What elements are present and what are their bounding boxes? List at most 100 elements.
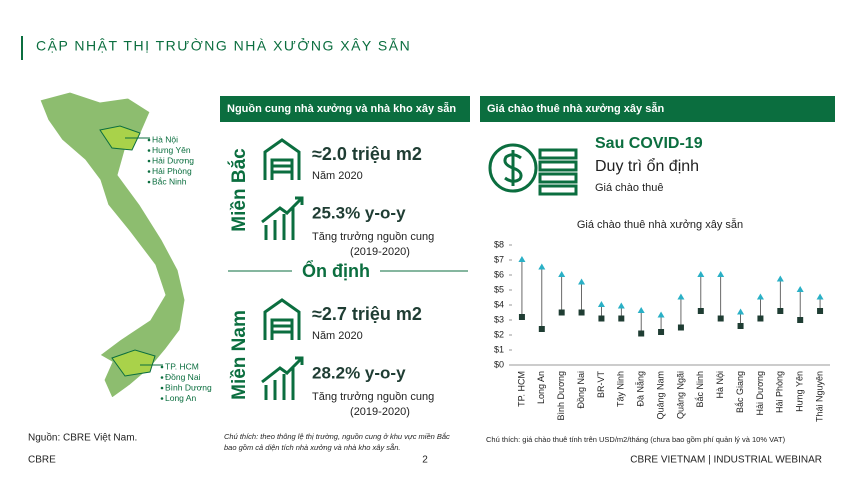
headline: Sau COVID-19	[595, 135, 703, 152]
note: bao gồm cả diện tích nhà xưởng và nhà kh…	[224, 443, 400, 452]
bullet	[160, 386, 164, 390]
warehouse-icon	[263, 298, 301, 340]
map-label: Hải Dương	[152, 155, 194, 165]
high-marker	[756, 293, 764, 300]
low-marker	[697, 308, 704, 314]
panel-title: Nguồn cung nhà xưởng và nhà kho xây sẵn	[227, 102, 456, 115]
map-label: TP. HCM	[165, 361, 199, 371]
high-marker	[737, 308, 745, 315]
label: Giá chào thuê	[595, 182, 664, 194]
high-marker	[538, 263, 546, 270]
year: Năm 2020	[312, 170, 363, 182]
map-label: Hải Phòng	[152, 166, 192, 176]
region-label: Miền Bắc	[228, 148, 250, 232]
period: (2019-2020)	[350, 406, 410, 418]
area: ≈2.0 triệu m2	[312, 144, 422, 164]
map-label: Bắc Ninh	[152, 176, 187, 186]
x-tick-label: Hải Phòng	[775, 371, 785, 413]
y-tick-label: $2	[494, 329, 504, 339]
note: Chú thích: theo thông lệ thị trường, ngu…	[224, 432, 450, 441]
high-marker	[776, 275, 784, 282]
x-tick-label: Bắc Ninh	[695, 371, 705, 408]
bullet	[160, 376, 164, 379]
x-tick-label: Hà Nội	[715, 371, 725, 399]
y-tick-label: $1	[494, 344, 504, 354]
footer-left: CBRE	[28, 455, 56, 466]
y-tick-label: $7	[494, 254, 504, 264]
growth: 25.3% y-o-y	[312, 203, 406, 222]
low-marker	[658, 329, 665, 335]
high-marker	[717, 271, 725, 277]
x-tick-label: Tây Ninh	[616, 371, 626, 407]
x-tick-label: Quảng Ngãi	[675, 371, 685, 419]
high-marker	[597, 301, 605, 307]
low-marker	[817, 308, 824, 314]
south-highlight	[111, 349, 156, 377]
footer-right: CBRE VIETNAM | INDUSTRIAL WEBINAR	[630, 455, 822, 466]
high-marker	[518, 256, 526, 262]
high-marker	[657, 311, 665, 318]
low-marker	[757, 315, 764, 322]
period: (2019-2020)	[350, 246, 410, 258]
year: Năm 2020	[312, 330, 363, 342]
x-tick-label: Bình Dương	[556, 371, 566, 420]
y-tick-label: $8	[494, 239, 504, 249]
map-label: Long An	[165, 393, 196, 403]
high-marker	[558, 271, 566, 277]
high-marker	[796, 286, 804, 292]
page-title: CẬP NHẬT THỊ TRƯỜNG NHÀ XƯỞNG XÂY SẴN	[36, 37, 411, 54]
x-tick-label: Hải Dương	[755, 371, 765, 415]
low-marker	[618, 315, 625, 322]
chart: $0 $1 $2 $3 $4 $5 $6 $7 $8 TP. HCM Long An Bình Dươ…	[494, 239, 830, 422]
warehouse-icon	[263, 138, 301, 180]
map-label: Hà Nội	[152, 134, 178, 144]
panel-title: Giá chào thuê nhà xưởng xây sẵn	[487, 102, 664, 115]
region-label: Miền Nam	[229, 310, 250, 400]
x-tick-label: Quảng Nam	[655, 371, 665, 420]
low-marker	[578, 309, 585, 316]
note: Chú thích: giá chào thuê tính trên USD/m…	[486, 435, 786, 444]
growth-label: Tăng trưởng nguồn cung	[312, 231, 434, 243]
high-marker	[816, 293, 824, 300]
low-marker	[598, 315, 605, 322]
north-highlight	[99, 125, 141, 151]
high-marker	[677, 293, 685, 300]
bullet	[160, 397, 164, 400]
x-tick-label: BR-VT	[596, 370, 606, 398]
x-tick-label: Đồng Nai	[576, 371, 586, 409]
y-tick-label: $0	[494, 359, 504, 369]
bullet	[147, 159, 151, 163]
x-tick-label: Thái Nguyên	[814, 371, 824, 422]
dollar-icon	[488, 143, 538, 193]
coins-icon	[538, 148, 578, 196]
y-tick-label: $4	[494, 299, 504, 309]
panel-header	[220, 96, 470, 122]
high-marker	[617, 302, 625, 309]
area: ≈2.7 triệu m2	[312, 304, 422, 324]
low-marker	[777, 308, 784, 314]
high-marker	[637, 307, 645, 313]
bullet	[147, 180, 151, 184]
high-marker	[578, 278, 586, 285]
growth: 28.2% y-o-y	[312, 363, 406, 382]
chart-title: Giá chào thuê nhà xưởng xây sẵn	[577, 218, 743, 231]
vietnam-map	[39, 91, 186, 399]
dollar-sign	[503, 150, 523, 186]
subhead: Duy trì ổn định	[595, 157, 699, 175]
low-marker	[677, 324, 684, 331]
page-number: 2	[422, 455, 428, 466]
map-label: Đồng Nai	[165, 372, 201, 382]
growth-label: Tăng trưởng nguồn cung	[312, 391, 434, 403]
y-tick-label: $3	[494, 314, 504, 324]
x-tick-label: Long An	[536, 371, 546, 404]
y-tick-label: $5	[494, 284, 504, 294]
growth-icon	[261, 196, 304, 240]
low-marker	[558, 309, 565, 316]
bullet	[147, 138, 151, 142]
growth-icon	[261, 356, 304, 400]
map-label: Hưng Yên	[152, 145, 191, 155]
source: Nguồn: CBRE Việt Nam.	[28, 432, 137, 444]
y-tick-label: $6	[494, 269, 504, 279]
